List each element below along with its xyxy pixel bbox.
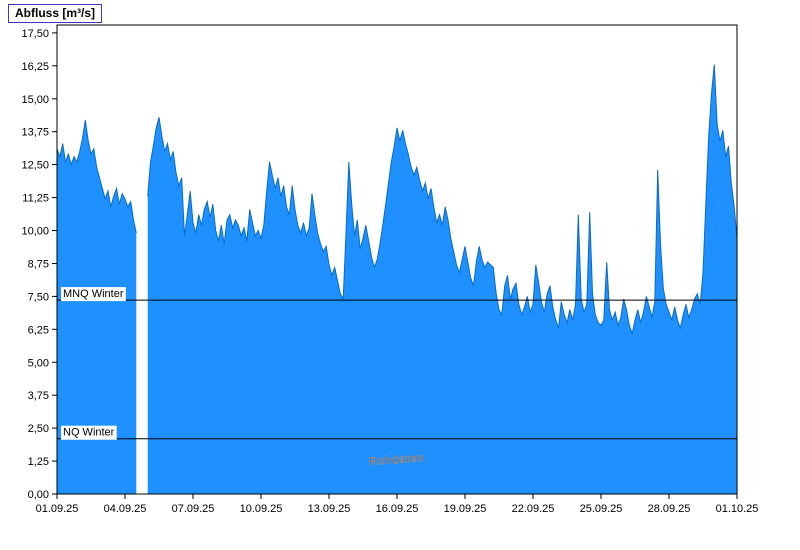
watermark: Rohdaten [369, 452, 425, 468]
x-tick-label: 01.09.25 [36, 503, 79, 515]
y-tick-label: 11,25 [22, 193, 49, 205]
x-tick-label: 07.09.25 [172, 503, 215, 515]
y-tick-label: 1,25 [28, 456, 49, 468]
series-line [56, 119, 137, 234]
chart-title-box: Abfluss [m³/s] [8, 4, 103, 23]
x-tick-label: 25.09.25 [580, 503, 623, 515]
y-tick-label: 10,00 [21, 226, 49, 238]
y-tick-label: 2,50 [28, 423, 49, 435]
y-tick-label: 6,25 [28, 324, 49, 336]
y-tick-label: 12,50 [21, 160, 49, 172]
y-tick-label: 15,00 [21, 94, 49, 106]
y-tick-label: 5,00 [28, 357, 49, 369]
x-tick-label: 19.09.25 [444, 503, 487, 515]
area-series [147, 64, 737, 494]
y-tick-label: 16,25 [21, 61, 49, 73]
x-tick-label: 22.09.25 [512, 503, 555, 515]
y-tick-label: 7,50 [28, 291, 49, 303]
chart-title: Abfluss [m³/s] [15, 6, 96, 20]
reference-line-label: NQ Winter [63, 427, 115, 439]
x-tick-label: 28.09.25 [648, 503, 691, 515]
series-line [147, 64, 738, 336]
x-tick-label: 04.09.25 [104, 503, 147, 515]
reference-label-bg [61, 425, 117, 440]
x-tick-label: 10.09.25 [240, 503, 283, 515]
x-tick-label: 13.09.25 [308, 503, 351, 515]
reference-label-bg [61, 287, 126, 302]
area-series [57, 119, 137, 495]
y-tick-label: 0,00 [28, 489, 49, 501]
y-tick-label: 3,75 [28, 390, 49, 402]
x-tick-label: 16.09.25 [376, 503, 419, 515]
y-tick-label: 17,50 [21, 28, 49, 40]
x-tick-label: 01.10.25 [716, 503, 759, 515]
reference-line-label: MNQ Winter [63, 288, 124, 300]
y-tick-label: 8,75 [28, 259, 49, 271]
y-tick-label: 13,75 [21, 127, 49, 139]
